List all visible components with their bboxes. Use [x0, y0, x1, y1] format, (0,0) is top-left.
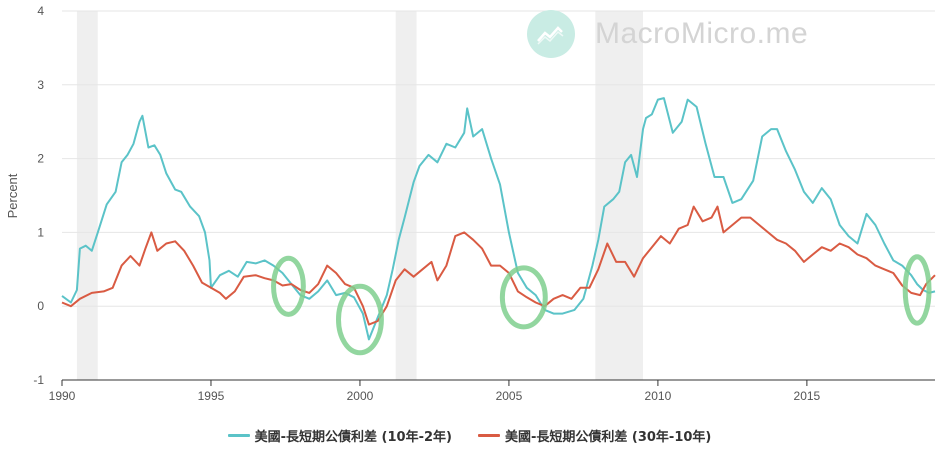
series-line-30y-10y — [61, 205, 936, 326]
recession-band — [595, 11, 644, 380]
highlight-ellipse — [335, 283, 384, 356]
watermark: MacroMicro.me — [527, 10, 808, 58]
x-tick-label: 1990 — [49, 389, 76, 403]
y-axis-label: Percent — [5, 173, 20, 218]
highlight-ellipse — [271, 255, 306, 317]
highlight-ellipse — [499, 265, 548, 330]
chart-up-icon — [527, 10, 575, 58]
legend-label: 美國-長短期公債利差 (10年-2年) — [254, 430, 452, 445]
highlight-ellipse — [902, 254, 932, 326]
watermark-text: MacroMicro.me — [595, 17, 809, 50]
x-tick-label: 1995 — [198, 389, 225, 403]
series-lines — [61, 97, 936, 341]
legend-item-30y-10y[interactable]: 美國-長短期公債利差 (30年-10年) — [477, 426, 712, 445]
x-tick-label: 2000 — [347, 389, 374, 403]
legend: 美國-長短期公債利差 (10年-2年) 美國-長短期公債利差 (30年-10年) — [0, 426, 939, 445]
y-tick-label: 1 — [37, 225, 44, 239]
recession-band — [76, 11, 98, 380]
x-tick-label: 2010 — [645, 389, 672, 403]
recession-bands — [76, 11, 644, 380]
legend-label: 美國-長短期公債利差 (30年-10年) — [504, 430, 712, 445]
legend-item-10y-2y[interactable]: 美國-長短期公債利差 (10年-2年) — [227, 426, 452, 445]
highlight-ellipses — [271, 254, 932, 356]
y-tick-label: 2 — [37, 152, 44, 166]
series-line-10y-2y — [61, 97, 936, 341]
x-axis-ticks: 1990 1995 2000 2005 2010 2015 — [49, 379, 935, 403]
x-tick-label: 2015 — [794, 389, 821, 403]
y-tick-label: 3 — [37, 78, 44, 92]
y-tick-label: -1 — [33, 373, 44, 387]
legend-swatch — [227, 434, 250, 437]
y-axis-ticks: 4 3 2 1 0 -1 — [33, 4, 44, 387]
recession-band — [395, 11, 417, 380]
y-tick-label: 4 — [37, 4, 44, 18]
x-tick-label: 2005 — [496, 389, 523, 403]
legend-swatch — [477, 434, 500, 437]
grid-lines — [62, 10, 935, 381]
y-tick-label: 0 — [37, 299, 44, 313]
